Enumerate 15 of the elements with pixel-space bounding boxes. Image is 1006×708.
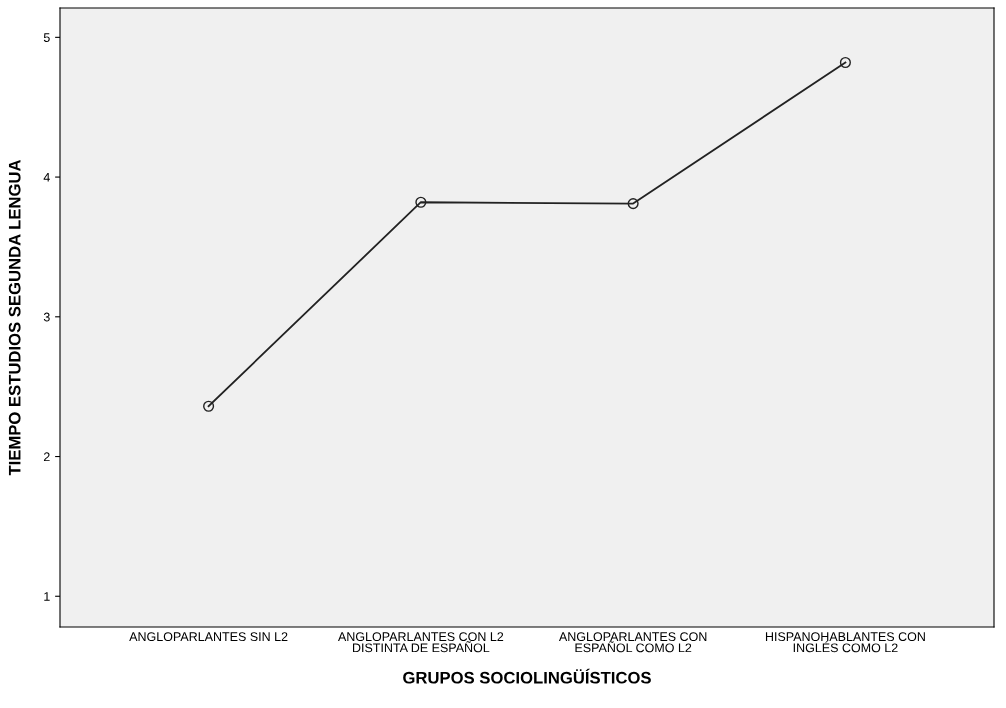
- y-tick-label: 4: [43, 173, 50, 182]
- x-tick-label: ANGLOPARLANTES CON L2 DISTINTA DE ESPAÑOL: [337, 632, 504, 653]
- point: [415, 196, 427, 208]
- point: [627, 198, 639, 210]
- point: [839, 56, 851, 69]
- point: [203, 400, 215, 412]
- y-tick-label: 1: [44, 592, 50, 601]
- x-tick-label: ANGLOPARLANTES SIN L2: [129, 632, 288, 642]
- x-tick-label: ANGLOPARLANTES CON ESPAÑOL COMO L2: [558, 632, 707, 653]
- y-tick-label: 3: [43, 312, 50, 322]
- y-tick-label: 5: [43, 33, 50, 42]
- y-axis-title: TIEMPO ESTUDIOS SEGUNDA LENGUA: [8, 159, 21, 476]
- y-tick-label: 2: [43, 452, 50, 462]
- x-tick-label: HISPANOHABLANTES CON INGLÉS COMO L2: [765, 632, 925, 653]
- x-axis-title: GRUPOS SOCIOLINGÜÍSTICOS: [403, 668, 651, 684]
